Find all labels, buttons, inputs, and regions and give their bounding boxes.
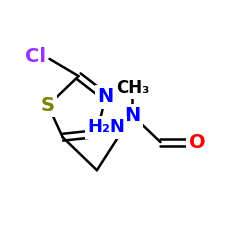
Text: S: S <box>41 96 55 115</box>
Text: CH₃: CH₃ <box>116 78 149 96</box>
Text: H₂N: H₂N <box>87 118 125 136</box>
Text: Cl: Cl <box>24 47 46 66</box>
Text: H₂N: H₂N <box>87 118 125 136</box>
Text: N: N <box>124 106 140 125</box>
Text: N: N <box>97 88 114 106</box>
Text: O: O <box>188 132 205 152</box>
